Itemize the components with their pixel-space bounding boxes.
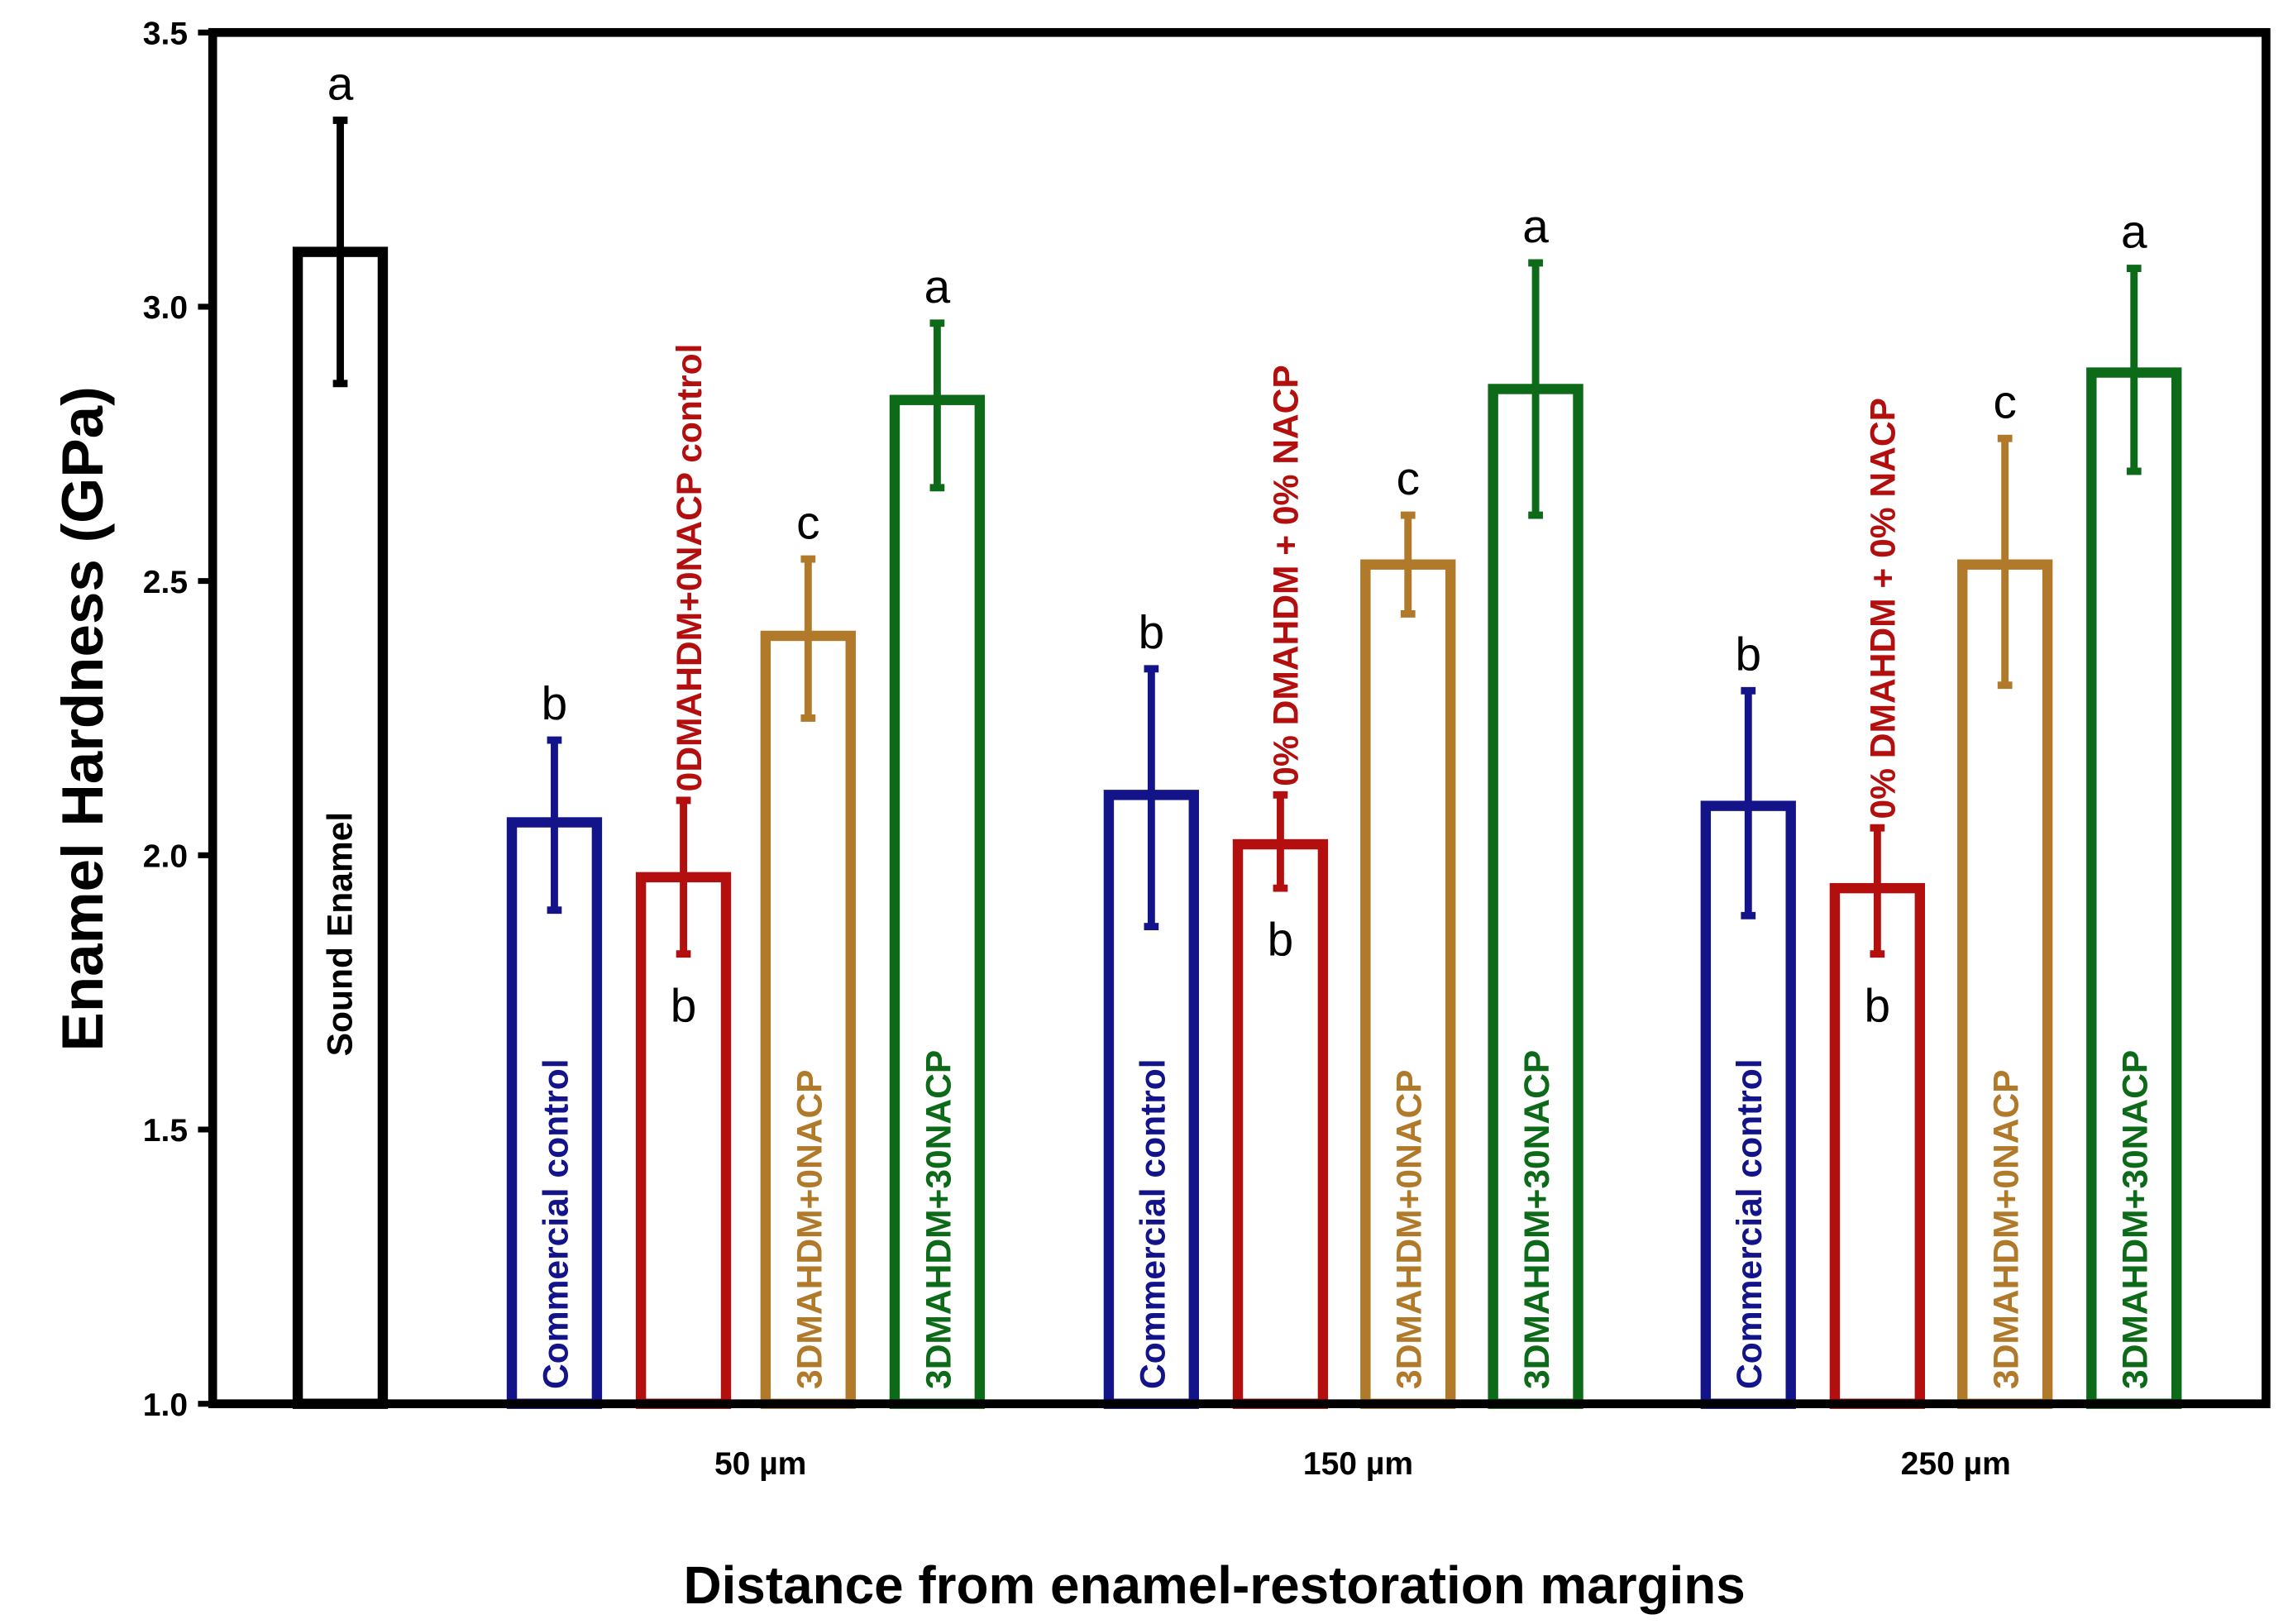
- x-category-label: 50 µm: [714, 1446, 806, 1482]
- bar-label: 0DMAHDM+0NACP control: [670, 344, 709, 792]
- significance-letter: a: [924, 261, 951, 313]
- bar-label: 3DMAHDM+30NACP: [919, 1050, 958, 1389]
- significance-letter: a: [1522, 201, 1549, 253]
- significance-letter: a: [327, 59, 354, 111]
- plot-frame: [208, 27, 2271, 1409]
- bar-label: 3DMAHDM+0NACP: [1987, 1069, 2027, 1389]
- significance-letter: c: [796, 497, 819, 549]
- bar-label: Commercial control: [1133, 1058, 1173, 1389]
- bar-label: 3DMAHDM+0NACP: [1390, 1069, 1430, 1389]
- bar-label: Sound Enamel: [321, 812, 361, 1057]
- significance-letter: b: [671, 980, 697, 1032]
- significance-letter: b: [1735, 628, 1761, 681]
- bar: [1829, 882, 1926, 1409]
- significance-letter: b: [1139, 607, 1165, 659]
- chart-marks: Sound Enamel a Commercial control b 0DMAHDM+…: [292, 59, 2182, 1409]
- y-tick-label: 3.0: [143, 290, 188, 326]
- bar-label: 0% DMAHDM + 0% NACP: [1864, 398, 1903, 819]
- x-category-label: 250 µm: [1901, 1446, 2011, 1482]
- significance-letter: c: [1397, 453, 1420, 505]
- significance-letter: b: [542, 678, 568, 730]
- y-ticks: 1.0 1.5 2.0 2.5 3.0 3.5: [143, 16, 213, 1423]
- significance-letter: c: [1993, 376, 2016, 428]
- bar-label: 3DMAHDM+30NACP: [2116, 1050, 2156, 1389]
- bar-label: 0% DMAHDM + 0% NACP: [1267, 365, 1306, 786]
- bar-label: Commercial control: [1730, 1058, 1770, 1389]
- y-tick-label: 2.5: [143, 565, 188, 600]
- x-categories: 50 µm 150 µm 250 µm: [714, 1446, 2011, 1482]
- significance-letter: b: [1865, 980, 1891, 1032]
- significance-letter: a: [2121, 207, 2147, 259]
- x-axis-label: Distance from enamel-restoration margins: [683, 1555, 1745, 1615]
- y-tick-label: 3.5: [143, 16, 188, 51]
- bar-label: 3DMAHDM+0NACP: [790, 1069, 829, 1389]
- y-axis-label: Enamel Hardness (GPa): [50, 386, 116, 1051]
- y-tick-label: 1.5: [143, 1113, 188, 1149]
- y-tick-label: 1.0: [143, 1388, 188, 1423]
- bar-label: Commercial control: [536, 1058, 576, 1389]
- x-category-label: 150 µm: [1303, 1446, 1413, 1482]
- significance-letter: b: [1268, 915, 1294, 967]
- y-tick-label: 2.0: [143, 839, 188, 875]
- bar-label: 3DMAHDM+30NACP: [1517, 1050, 1557, 1389]
